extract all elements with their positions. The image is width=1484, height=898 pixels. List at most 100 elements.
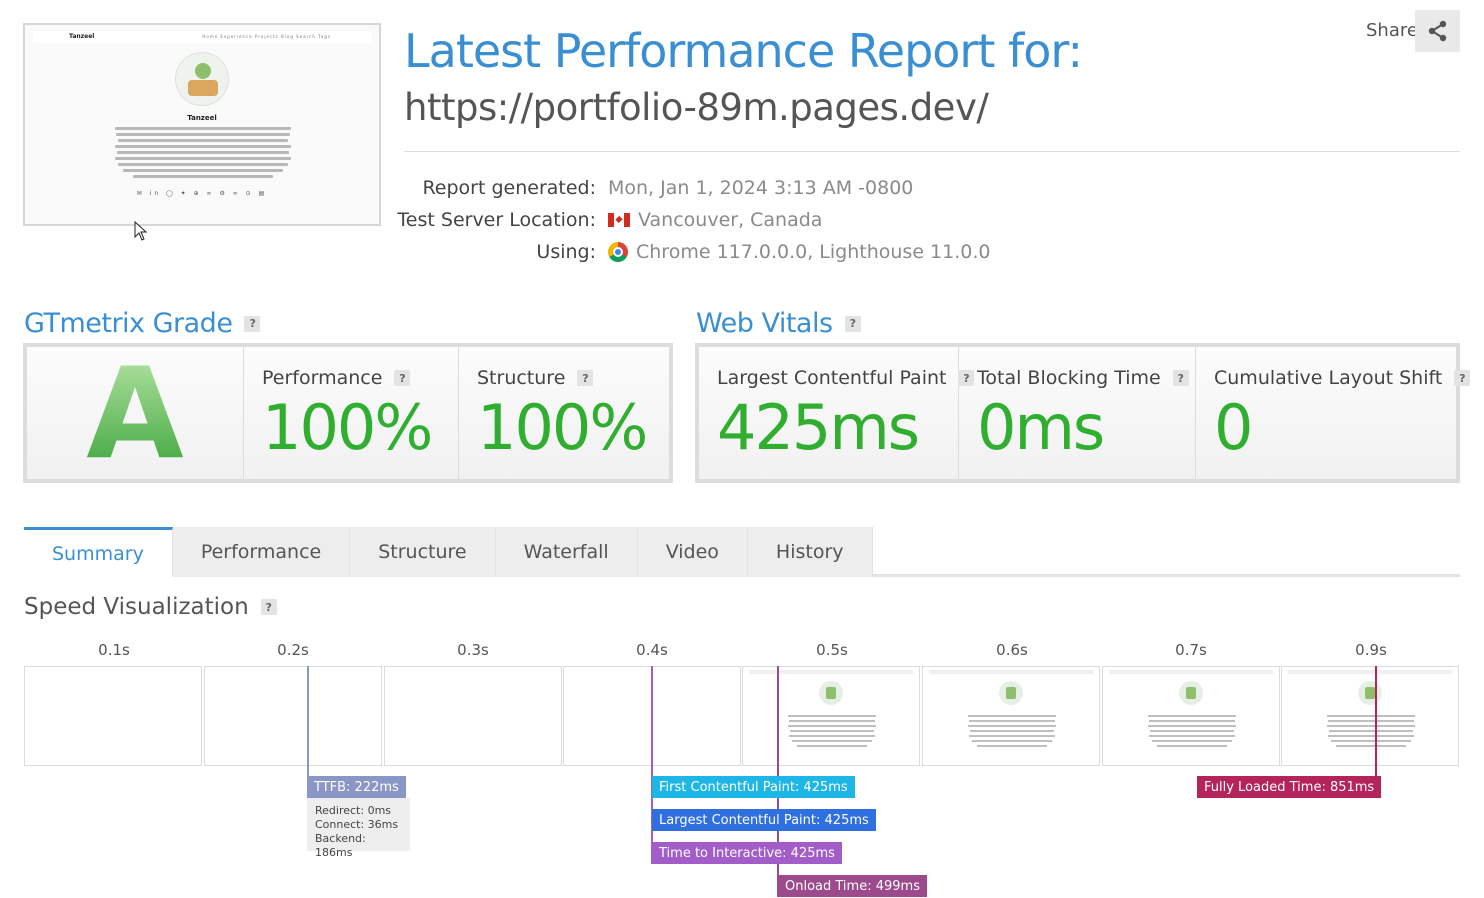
grade-letter: A: [27, 340, 243, 487]
frame-label: 0.6s: [996, 641, 1028, 659]
redirect-time: Redirect: 0ms: [315, 804, 392, 817]
tab-history[interactable]: History: [747, 527, 873, 577]
grade-cell: A: [27, 340, 244, 487]
cls-value: 0: [1214, 391, 1253, 464]
tbt-value: 0ms: [977, 391, 1105, 464]
frame-page-preview: [1103, 667, 1279, 765]
test-location-row: Test Server Location: Vancouver, Canada: [0, 207, 1484, 233]
tab-video[interactable]: Video: [637, 527, 748, 577]
report-generated-label: Report generated:: [422, 177, 596, 199]
canada-flag-icon: [608, 213, 630, 227]
performance-score-cell: Performance ? 100%: [244, 347, 459, 479]
structure-score-label-text: Structure: [477, 367, 566, 389]
thumbnail-bio-text: [113, 127, 293, 181]
web-vitals-help-icon[interactable]: ?: [844, 315, 861, 332]
page-title: Latest Performance Report for:: [404, 24, 1083, 78]
filmstrip-frame[interactable]: [742, 666, 920, 766]
filmstrip-frame[interactable]: [1102, 666, 1280, 766]
share-label: Share: [1366, 20, 1418, 41]
frame-label: 0.1s: [98, 641, 130, 659]
tti-tag: Time to Interactive: 425ms: [652, 842, 842, 864]
report-generated-row: Report generated: Mon, Jan 1, 2024 3:13 …: [0, 175, 1484, 201]
cls-label-text: Cumulative Layout Shift: [1214, 367, 1443, 389]
cls-cell: Cumulative Layout Shift ? 0: [1196, 347, 1471, 479]
report-tabs: Summary Performance Structure Waterfall …: [24, 527, 873, 577]
ttfb-marker-line: [307, 666, 309, 798]
lcp-label-text: Largest Contentful Paint: [717, 367, 947, 389]
lcp-value: 425ms: [717, 391, 920, 464]
filmstrip-frame[interactable]: [24, 666, 202, 766]
thumbnail-social-icons: ✉ in ◯ ✦ ⊕ ∞ ⚙ ∞ ⊙ ▤: [136, 190, 268, 197]
fcp-tag: First Contentful Paint: 425ms: [652, 776, 855, 798]
page-screenshot-thumbnail[interactable]: Tanzeel Home Experience Projects Blog Se…: [23, 23, 381, 226]
backend-time: Backend: 186ms: [315, 832, 366, 859]
structure-score-value: 100%: [477, 391, 648, 464]
test-location-value: Vancouver, Canada: [608, 209, 822, 231]
frame-label: 0.7s: [1175, 641, 1207, 659]
share-button[interactable]: [1415, 10, 1460, 52]
frame-page-preview: [923, 667, 1099, 765]
chrome-icon: [608, 242, 628, 262]
share-icon: [1428, 20, 1446, 42]
tbt-label: Total Blocking Time ?: [977, 367, 1189, 389]
frame-page-preview: [1282, 667, 1458, 765]
performance-score-label: Performance ?: [262, 367, 411, 389]
frame-label: 0.4s: [636, 641, 668, 659]
cls-help-icon[interactable]: ?: [1454, 370, 1471, 386]
tbt-label-text: Total Blocking Time: [977, 367, 1161, 389]
using-row: Using: Chrome 117.0.0.0, Lighthouse 11.0…: [0, 239, 1484, 265]
frame-label: 0.9s: [1355, 641, 1387, 659]
web-vitals-panel: Largest Contentful Paint ? 425ms Total B…: [695, 343, 1471, 483]
fcp-marker-line: [651, 666, 653, 864]
lcp-label: Largest Contentful Paint ?: [717, 367, 975, 389]
tab-summary[interactable]: Summary: [24, 527, 173, 577]
test-location-label: Test Server Location:: [397, 209, 596, 231]
onload-tag: Onload Time: 499ms: [778, 875, 927, 897]
speed-visualization-help-icon[interactable]: ?: [260, 599, 277, 615]
tbt-help-icon[interactable]: ?: [1172, 370, 1189, 386]
fully-loaded-marker-line: [1375, 666, 1377, 798]
report-generated-value: Mon, Jan 1, 2024 3:13 AM -0800: [608, 177, 913, 199]
using-value: Chrome 117.0.0.0, Lighthouse 11.0.0: [608, 241, 990, 263]
speed-visualization-title: Speed Visualization: [24, 594, 249, 620]
filmstrip-frame[interactable]: [922, 666, 1100, 766]
frame-label: 0.5s: [816, 641, 848, 659]
using-label: Using:: [536, 241, 596, 263]
frame-label: 0.2s: [277, 641, 309, 659]
filmstrip-frame[interactable]: [384, 666, 562, 766]
speed-visualization-heading: Speed Visualization ?: [24, 594, 277, 620]
tbt-cell: Total Blocking Time ? 0ms: [959, 347, 1196, 479]
structure-score-label: Structure ?: [477, 367, 594, 389]
filmstrip-frame[interactable]: [204, 666, 382, 766]
using-text: Chrome 117.0.0.0, Lighthouse 11.0.0: [636, 241, 991, 263]
tab-waterfall[interactable]: Waterfall: [495, 527, 638, 577]
tab-performance[interactable]: Performance: [172, 527, 351, 577]
cls-label: Cumulative Layout Shift ?: [1214, 367, 1471, 389]
tab-structure[interactable]: Structure: [350, 527, 496, 577]
performance-help-icon[interactable]: ?: [394, 370, 411, 386]
gtmetrix-grade-help-icon[interactable]: ?: [244, 315, 261, 332]
report-generated-text: Mon, Jan 1, 2024 3:13 AM -0800: [608, 177, 914, 199]
filmstrip-frame[interactable]: [1281, 666, 1459, 766]
test-location-text: Vancouver, Canada: [638, 209, 823, 231]
web-vitals-title: Web Vitals: [696, 308, 833, 339]
report-url[interactable]: https://portfolio-89m.pages.dev/: [404, 86, 989, 129]
lcp-tag: Largest Contentful Paint: 425ms: [652, 809, 876, 831]
ttfb-breakdown: Redirect: 0ms Connect: 36ms Backend: 186…: [307, 798, 410, 859]
gtmetrix-grade-title: GTmetrix Grade: [24, 308, 233, 339]
gtmetrix-grade-heading: GTmetrix Grade ?: [24, 308, 261, 339]
gtmetrix-grade-panel: A Performance ? 100% Structure ? 100%: [23, 340, 673, 487]
mouse-cursor-icon: [134, 221, 148, 241]
thumbnail-name: Tanzeel: [187, 114, 217, 122]
performance-score-value: 100%: [262, 391, 433, 464]
lcp-help-icon[interactable]: ?: [958, 370, 975, 386]
thumbnail-site-title: Tanzeel: [69, 33, 95, 40]
frame-page-preview: [743, 667, 919, 765]
lcp-cell: Largest Contentful Paint ? 425ms: [699, 347, 975, 479]
header-divider: [404, 151, 1460, 152]
thumbnail-nav: Tanzeel Home Experience Projects Blog Se…: [33, 31, 371, 43]
thumbnail-avatar: [175, 52, 229, 106]
structure-score-cell: Structure ? 100%: [459, 347, 669, 479]
structure-help-icon[interactable]: ?: [577, 370, 594, 386]
ttfb-tag: TTFB: 222ms: [307, 776, 406, 798]
